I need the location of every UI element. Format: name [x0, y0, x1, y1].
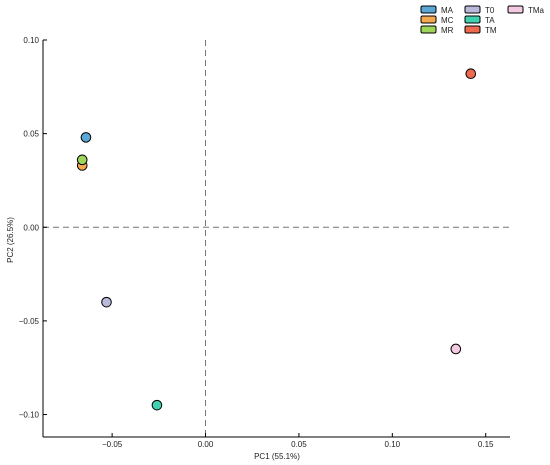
reference-lines — [43, 40, 510, 437]
ticks: −0.05 0.00 0.05 0.10 0.15 0.10 0.05 0.00 −0.05 −0… — [19, 36, 494, 449]
legend-label-mr: MR — [441, 26, 454, 35]
axes — [42, 40, 510, 438]
y-tick-label: 0.00 — [23, 223, 39, 232]
x-tick-label: 0.15 — [478, 440, 494, 449]
legend-swatch-ta — [464, 15, 481, 24]
legend-swatch-mc — [420, 15, 437, 24]
point-ma — [80, 132, 92, 143]
legend-label-ma: MA — [441, 6, 454, 15]
legend-label-tma: TMa — [528, 6, 545, 15]
legend-label-ta: TA — [485, 16, 495, 25]
legend-swatch-mr — [420, 25, 437, 34]
point-mr — [76, 154, 88, 166]
legend-swatch-tma — [507, 5, 524, 14]
legend-label-tm: TM — [485, 26, 497, 35]
point-tm — [465, 68, 477, 80]
legend-swatch-tm — [464, 25, 481, 34]
data-points — [76, 68, 477, 411]
x-tick-label: 0.00 — [198, 440, 214, 449]
point-tma — [450, 343, 462, 355]
y-tick-label: 0.05 — [23, 130, 39, 139]
point-ta — [151, 399, 163, 411]
legend-label-t0: T0 — [485, 6, 495, 15]
x-tick-label: −0.05 — [102, 440, 123, 449]
y-tick-label: −0.05 — [19, 317, 40, 326]
point-t0 — [101, 296, 112, 308]
legend-label-mc: MC — [441, 16, 454, 25]
x-tick-label: 0.05 — [291, 440, 307, 449]
x-axis-label: PC1 (55.1%) — [254, 452, 300, 461]
legend-swatch-ma — [420, 5, 437, 14]
legend-swatch-t0 — [464, 5, 481, 14]
y-tick-label: −0.10 — [19, 411, 40, 420]
x-tick-label: 0.10 — [385, 440, 401, 449]
y-axis-label: PC2 (26.5%) — [6, 217, 15, 263]
y-tick-label: 0.10 — [23, 36, 39, 45]
